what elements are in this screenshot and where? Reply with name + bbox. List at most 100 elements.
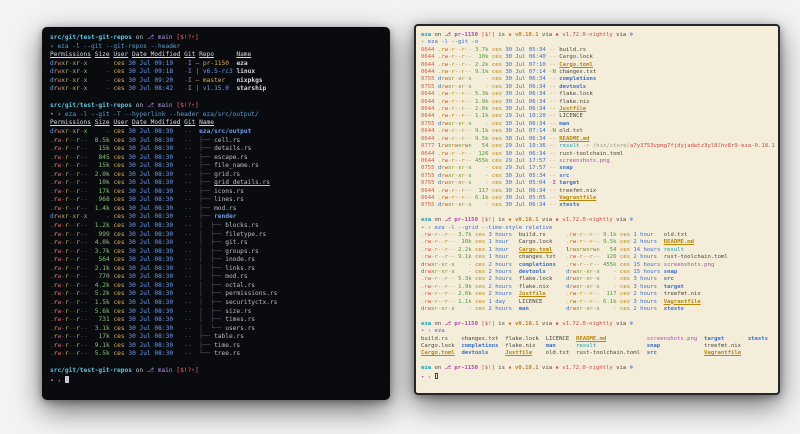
text-segment — [552, 276, 565, 282]
text-segment: is — [494, 320, 509, 327]
permission-char: x — [61, 85, 65, 93]
permission-char: - — [72, 298, 77, 306]
text-segment: - — [184, 85, 188, 93]
permission-char: - — [79, 59, 84, 67]
text-segment — [173, 68, 184, 75]
text-segment: ces — [113, 281, 125, 289]
text-segment: 999 — [87, 230, 110, 238]
permission-char: - — [454, 61, 459, 68]
permission-char: r — [76, 59, 80, 67]
text-segment: on — [131, 102, 147, 110]
permission-char: - — [464, 157, 469, 164]
text-segment — [173, 299, 184, 306]
permission-char: r — [441, 128, 445, 135]
text-segment: 30 Jul 08:30 — [128, 316, 174, 324]
text-segment — [556, 254, 566, 260]
permission-char: - — [431, 246, 435, 253]
text-segment: v0.18.1 — [511, 320, 539, 327]
text-segment: 2 hours — [488, 306, 516, 313]
hyperlinked-filename[interactable]: grid_details.rs — [214, 179, 270, 187]
permission-char: l — [565, 246, 570, 253]
permission-char: - — [79, 264, 84, 272]
text-segment: ces — [491, 106, 502, 113]
text-segment: 30 Jul 05:04 — [505, 180, 546, 187]
text-segment: 0644 — [421, 194, 435, 201]
text-segment: 30 Jul 08:42 — [128, 85, 174, 93]
permission-char: - — [83, 273, 88, 281]
terminal-line: 0644 .rw-r--r-- 1.9k ces 30 Jul 06:34 --… — [421, 99, 773, 106]
permission-char: - — [79, 307, 84, 315]
permission-char: - — [83, 324, 88, 332]
permission-char: x — [458, 180, 462, 187]
permission-char: w — [444, 106, 448, 113]
permission-char: - — [83, 204, 88, 212]
permission-char: - — [468, 150, 472, 157]
permission-char: - — [447, 135, 452, 142]
text-segment: flake.lock — [518, 276, 553, 283]
text-segment: Name — [199, 119, 214, 127]
permission-char: x — [586, 306, 590, 313]
permission-char: - — [586, 298, 590, 305]
text-segment: securityctx.rs — [225, 298, 278, 306]
terminal-line: .rw-r--r-- 1.2k ces 30 Jul 08:30 -- │ ├─… — [50, 222, 382, 231]
permission-char: - — [61, 187, 65, 195]
permission-char: x — [447, 143, 452, 150]
permission-char: - — [468, 194, 472, 201]
permission-char: w — [444, 76, 448, 83]
permission-char: . — [421, 276, 425, 283]
permission-char: - — [431, 276, 435, 283]
permission-char: r — [461, 83, 465, 90]
permission-char: . — [437, 106, 442, 113]
permission-char: . — [565, 239, 570, 246]
permission-char: - — [464, 69, 469, 76]
text-segment: flake.nix — [518, 283, 550, 290]
text-segment: ces — [491, 69, 502, 76]
permission-char: w — [57, 350, 62, 358]
text-segment: src/git/test-git-repos — [50, 34, 132, 41]
permission-char: - — [454, 165, 459, 172]
terminal-line: drwxr-xr-x - ces 30 Jul 08:30 -- ├── ren… — [50, 213, 382, 222]
permission-char: d — [50, 76, 54, 84]
permission-char: r — [424, 276, 428, 283]
permission-char: - — [83, 298, 88, 306]
text-segment: ces — [113, 179, 125, 187]
text-segment: ces — [113, 230, 125, 238]
permission-char: r — [444, 269, 448, 275]
text-segment: 30 Jul 09:19 — [128, 59, 174, 67]
text-segment: 30 Jul 06:34 — [505, 106, 546, 113]
text-segment: │ ├── — [199, 222, 226, 230]
permission-char: r — [76, 179, 80, 187]
text-segment: 5.2k — [87, 290, 110, 298]
permission-char: r — [53, 187, 58, 195]
permission-char: r — [76, 213, 80, 221]
permission-char: - — [464, 180, 469, 187]
terminal-line: 0644 .rw-r--r-- 2.2k ces 30 Jul 07:10 --… — [421, 62, 773, 69]
text-segment: ces — [113, 145, 125, 153]
prompt-chevron: › — [50, 42, 58, 50]
text-segment: 30 Jul 08:30 — [128, 350, 174, 358]
permission-char: w — [427, 261, 432, 268]
text-segment: LICENCE — [559, 113, 583, 120]
permission-char: - — [68, 307, 73, 315]
permission-char: w — [57, 187, 62, 195]
permission-char: w — [582, 246, 587, 253]
permission-char: . — [50, 179, 54, 187]
permission-char: r — [451, 187, 455, 194]
text-segment: via — [538, 217, 556, 224]
permission-char: r — [569, 276, 573, 283]
permission-char: - — [454, 157, 459, 164]
terminal-line: 0644 .rw-r--r-- 3.7k ces 30 Jul 05:34 --… — [421, 47, 773, 54]
permission-char: r — [589, 298, 593, 305]
permission-char: - — [451, 291, 455, 298]
text-segment: - — [87, 59, 110, 67]
text-segment: 2 hours — [488, 261, 516, 268]
permission-char: - — [68, 196, 73, 204]
permission-char: - — [61, 264, 65, 272]
permission-char: - — [582, 298, 587, 305]
permission-char: . — [50, 281, 54, 289]
text-segment: -- — [184, 170, 192, 178]
text-segment: Permissions — [50, 51, 91, 59]
permission-char: - — [451, 231, 455, 238]
permission-char: - — [454, 120, 459, 127]
text-segment — [173, 171, 184, 178]
